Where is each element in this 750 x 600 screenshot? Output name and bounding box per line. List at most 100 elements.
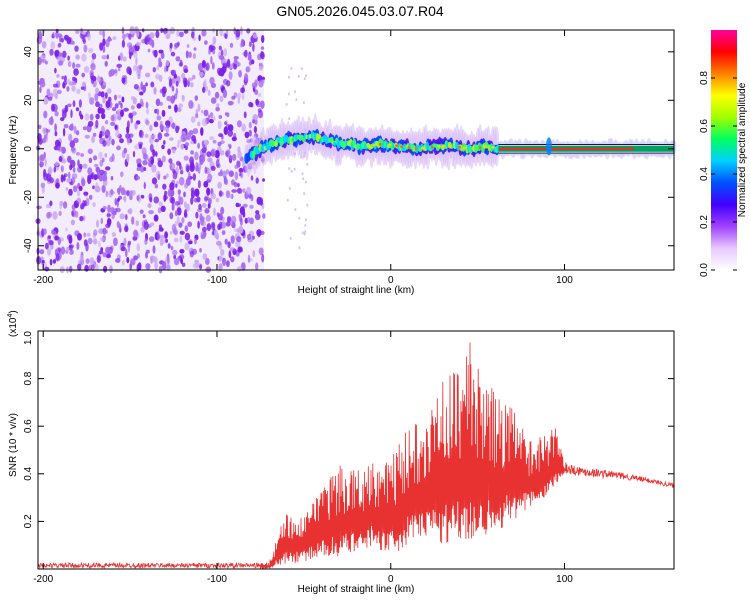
noise-speckle bbox=[131, 216, 135, 225]
noise-speckle bbox=[125, 248, 128, 258]
noise-speckle bbox=[234, 171, 239, 181]
spectrogram-y-tick-label: 40 bbox=[23, 46, 34, 58]
noise-speckle bbox=[50, 103, 56, 112]
noise-speckle bbox=[102, 96, 106, 104]
spectrogram-panel: -200 -100 0 100 40 20 0 -20 -40 Height of strai… bbox=[8, 26, 677, 296]
noise-speckle bbox=[144, 133, 149, 139]
noise-speckle bbox=[119, 52, 124, 61]
noise-speckle bbox=[194, 151, 199, 161]
noise-speckle bbox=[209, 76, 215, 85]
noise-speckle bbox=[210, 56, 213, 65]
noise-speckle bbox=[44, 266, 50, 272]
noise-speckle bbox=[123, 107, 129, 112]
snr-y-tick-label: 0.8 bbox=[23, 371, 34, 385]
noise-speckle bbox=[146, 108, 149, 115]
noise-speckle bbox=[95, 182, 99, 190]
signal-hotspot bbox=[378, 142, 382, 146]
noise-speckle bbox=[36, 256, 42, 265]
colorbar-ticks: 0.0 0.2 0.4 0.6 0.8 bbox=[699, 71, 737, 277]
noise-speckle bbox=[152, 67, 156, 73]
spectrogram-x-tick-label: -200 bbox=[33, 275, 53, 286]
noise-speckle bbox=[226, 80, 231, 87]
noise-speckle bbox=[301, 231, 304, 235]
noise-speckle bbox=[121, 96, 125, 103]
noise-speckle bbox=[208, 197, 212, 205]
noise-speckle bbox=[171, 224, 177, 232]
noise-speckle bbox=[58, 247, 62, 253]
noise-speckle bbox=[122, 260, 125, 266]
noise-speckle bbox=[101, 55, 107, 60]
noise-speckle bbox=[228, 170, 234, 177]
noise-speckle bbox=[147, 48, 151, 53]
noise-speckle bbox=[54, 67, 57, 74]
noise-speckle bbox=[98, 228, 104, 234]
noise-speckle bbox=[218, 115, 223, 119]
noise-speckle bbox=[76, 88, 81, 95]
noise-speckle bbox=[95, 166, 101, 173]
noise-speckle bbox=[192, 173, 196, 181]
snr-x-tick-label: -200 bbox=[33, 574, 53, 585]
noise-speckle bbox=[170, 96, 175, 104]
noise-speckle bbox=[75, 152, 81, 156]
noise-speckle bbox=[171, 85, 175, 92]
noise-speckle bbox=[47, 166, 53, 175]
noise-speckle bbox=[90, 264, 95, 272]
noise-speckle bbox=[63, 124, 69, 129]
noise-speckle bbox=[304, 74, 307, 78]
noise-speckle bbox=[81, 31, 87, 35]
noise-speckle bbox=[174, 104, 178, 113]
noise-speckle bbox=[294, 208, 297, 212]
noise-speckle bbox=[298, 216, 301, 220]
noise-speckle bbox=[184, 242, 190, 251]
noise-speckle bbox=[262, 178, 265, 182]
noise-speckle bbox=[164, 133, 170, 137]
noise-speckle bbox=[218, 133, 224, 138]
noise-speckle bbox=[304, 223, 307, 227]
noise-speckle bbox=[46, 248, 52, 256]
noise-speckle bbox=[222, 89, 228, 99]
noise-speckle bbox=[200, 231, 204, 240]
noise-speckle bbox=[79, 215, 84, 222]
noise-speckle bbox=[255, 98, 259, 106]
noise-speckle bbox=[218, 255, 223, 260]
noise-speckle bbox=[81, 53, 87, 62]
noise-speckle bbox=[68, 244, 75, 249]
noise-speckle bbox=[179, 230, 185, 235]
noise-speckle bbox=[251, 235, 255, 240]
noise-speckle bbox=[178, 103, 183, 108]
noise-speckle bbox=[184, 142, 190, 147]
noise-speckle bbox=[100, 91, 105, 98]
noise-speckle bbox=[150, 81, 155, 88]
noise-speckle bbox=[151, 164, 157, 173]
noise-speckle bbox=[183, 209, 188, 218]
spectrogram-y-tick-label: -40 bbox=[23, 238, 34, 253]
noise-speckle bbox=[226, 216, 232, 223]
noise-speckle bbox=[38, 138, 43, 145]
noise-speckle bbox=[167, 148, 172, 155]
noise-speckle bbox=[112, 36, 117, 40]
noise-speckle bbox=[129, 52, 132, 60]
noise-speckle bbox=[71, 210, 75, 217]
noise-speckle bbox=[164, 195, 168, 200]
noise-speckle bbox=[177, 189, 181, 196]
noise-speckle bbox=[98, 250, 104, 255]
noise-speckle bbox=[86, 232, 91, 237]
noise-speckle bbox=[230, 256, 235, 263]
noise-speckle bbox=[189, 82, 194, 88]
noise-speckle bbox=[80, 205, 83, 210]
noise-speckle bbox=[197, 103, 201, 112]
noise-speckle bbox=[206, 187, 211, 196]
noise-speckle bbox=[70, 219, 75, 226]
noise-speckle bbox=[75, 107, 80, 112]
noise-speckle bbox=[157, 132, 163, 141]
noise-speckle bbox=[136, 167, 141, 171]
noise-speckle bbox=[126, 257, 130, 264]
snr-scale-prefix: (x10 bbox=[8, 317, 19, 337]
noise-speckle bbox=[58, 42, 62, 48]
noise-speckle bbox=[293, 90, 296, 94]
noise-speckle bbox=[112, 69, 118, 74]
noise-speckle bbox=[255, 262, 259, 271]
noise-speckle bbox=[240, 87, 246, 94]
noise-speckle bbox=[158, 227, 164, 232]
noise-speckle bbox=[132, 150, 136, 158]
